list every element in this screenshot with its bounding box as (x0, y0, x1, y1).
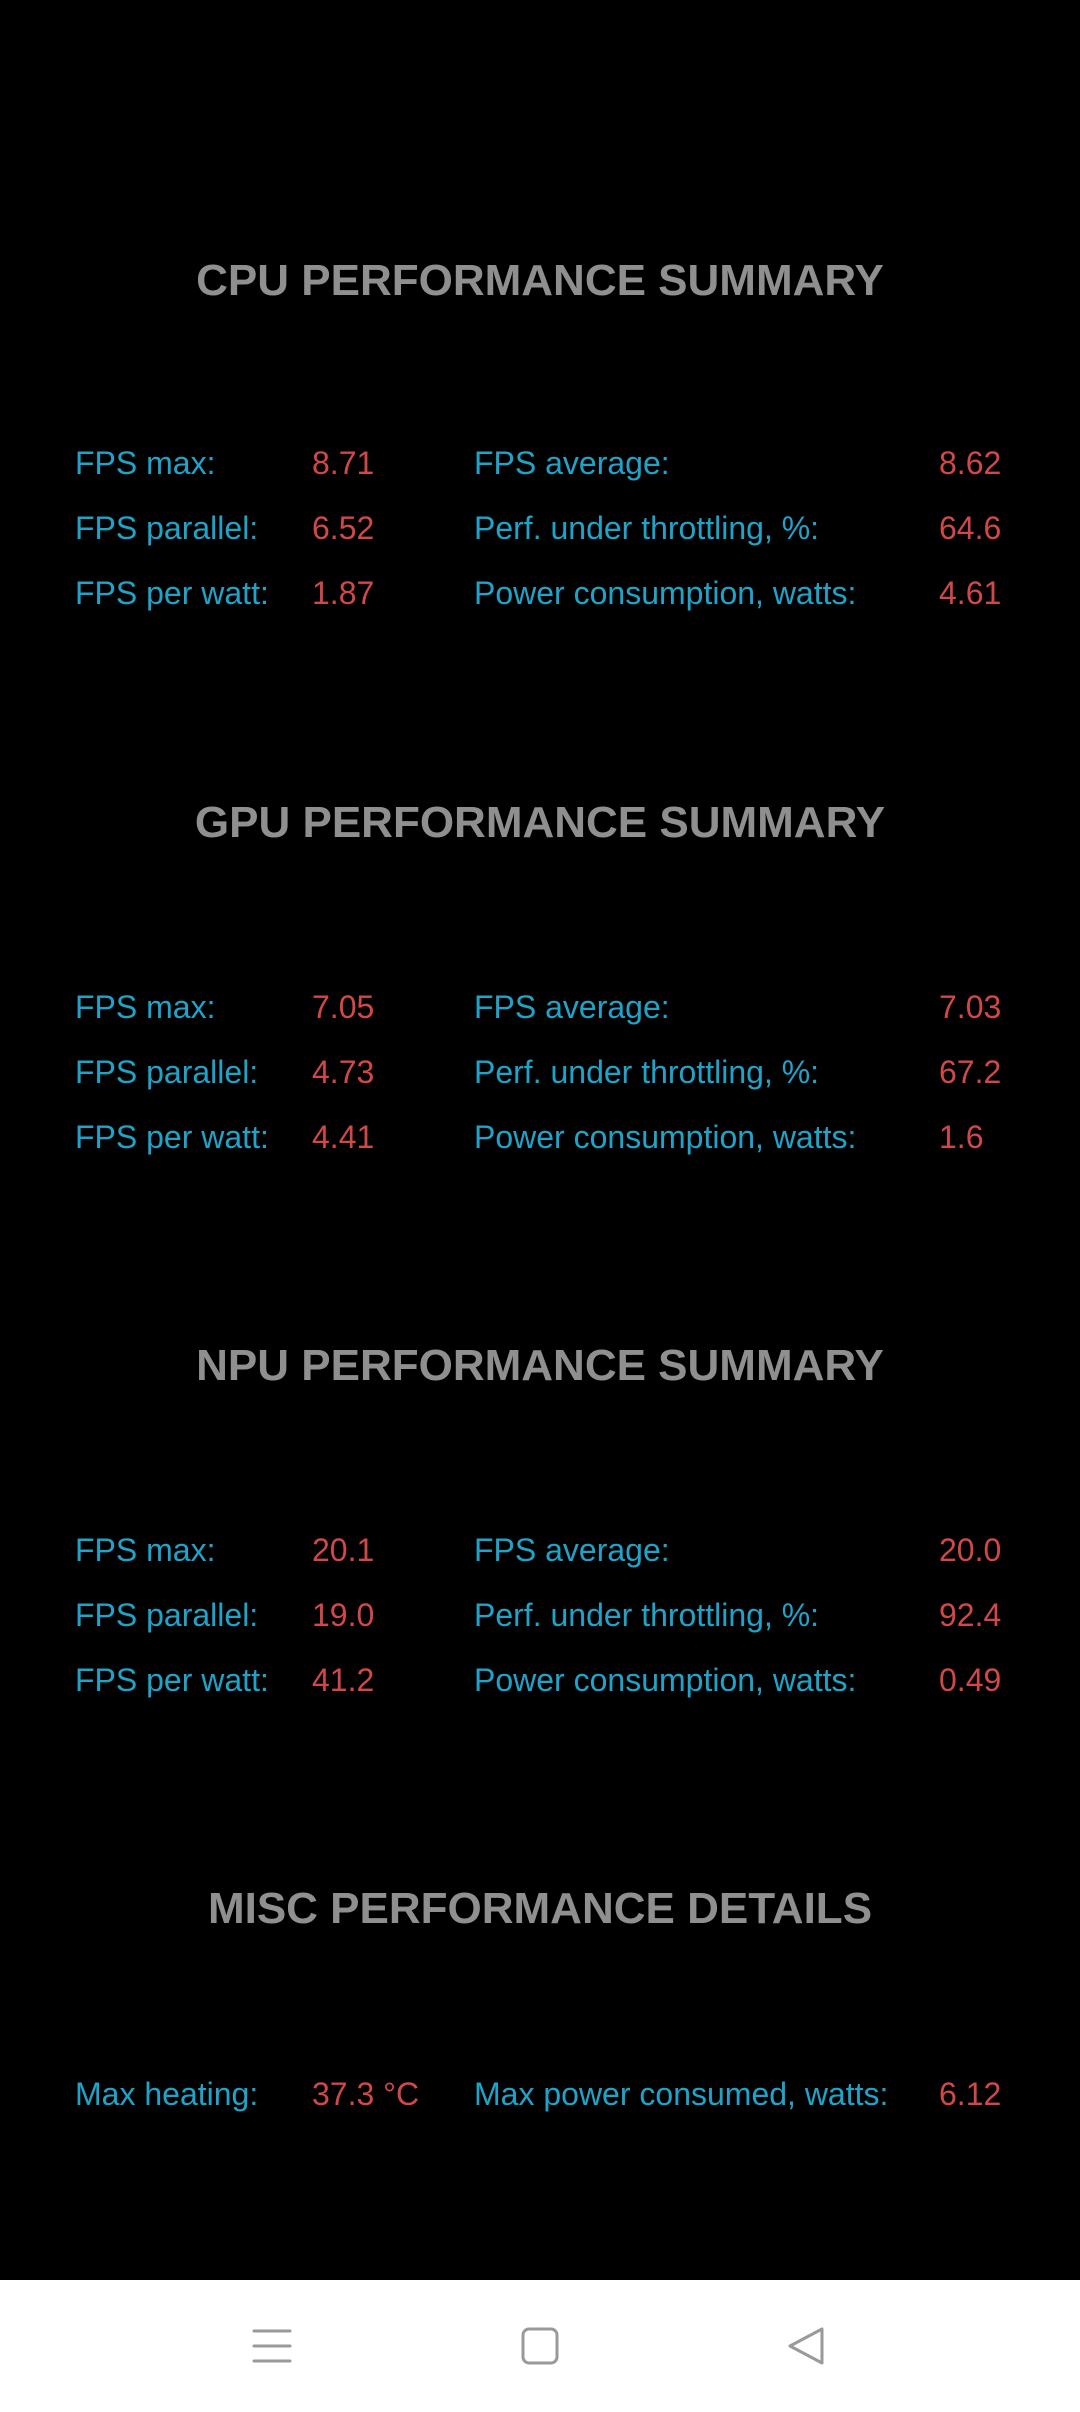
gpu-row-fps-parallel: FPS parallel: 4.73 Perf. under throttlin… (0, 1047, 1080, 1097)
npu-row-fps-parallel: FPS parallel: 19.0 Perf. under throttlin… (0, 1590, 1080, 1640)
npu-row-fps-per-watt: FPS per watt: 41.2 Power consumption, wa… (0, 1655, 1080, 1705)
stat-value: 8.62 (939, 445, 1002, 481)
gpu-row-fps-per-watt: FPS per watt: 4.41 Power consumption, wa… (0, 1112, 1080, 1162)
stat-value: 4.73 (312, 1054, 375, 1090)
stat-label: Max power consumed, watts: (474, 2076, 889, 2112)
back-button[interactable] (764, 2304, 848, 2388)
stat-label: FPS max: (75, 1532, 216, 1568)
stat-label: FPS average: (474, 445, 670, 481)
gpu-section-title: GPU PERFORMANCE SUMMARY (194, 798, 886, 847)
misc-section-title: MISC PERFORMANCE DETAILS (207, 1884, 873, 1933)
recents-menu-button[interactable] (230, 2304, 314, 2388)
cpu-section-title: CPU PERFORMANCE SUMMARY (196, 256, 884, 305)
stat-value: 92.4 (939, 1597, 1002, 1633)
stat-label: Perf. under throttling, %: (474, 1597, 820, 1633)
stat-value: 4.61 (939, 575, 1002, 611)
stat-value: 20.1 (312, 1532, 375, 1568)
stat-label: FPS per watt: (75, 575, 269, 611)
cpu-row-fps-parallel: FPS parallel: 6.52 Perf. under throttlin… (0, 503, 1080, 553)
stat-value: 7.05 (312, 989, 375, 1025)
stat-label: Perf. under throttling, %: (474, 510, 820, 546)
stat-value: 1.87 (312, 575, 375, 611)
stat-label: Perf. under throttling, %: (474, 1054, 820, 1090)
navigation-bar (0, 2280, 1080, 2412)
stat-label: FPS max: (75, 989, 216, 1025)
stat-label: Power consumption, watts: (474, 575, 857, 611)
stat-label: Power consumption, watts: (474, 1119, 857, 1155)
stat-label: FPS per watt: (75, 1119, 269, 1155)
misc-row-heating: Max heating: 37.3 °C Max power consumed,… (0, 2069, 1080, 2119)
stat-value: 37.3 °C (312, 2076, 420, 2112)
npu-row-fps-max: FPS max: 20.1 FPS average: 20.0 (0, 1525, 1080, 1575)
back-triangle-icon (788, 2327, 824, 2365)
stat-label: FPS per watt: (75, 1662, 269, 1698)
npu-section-title: NPU PERFORMANCE SUMMARY (196, 1341, 884, 1390)
stat-value: 6.52 (312, 510, 375, 546)
stat-value: 20.0 (939, 1532, 1002, 1568)
stat-value: 19.0 (312, 1597, 375, 1633)
home-square-icon (521, 2327, 559, 2365)
stat-label: FPS parallel: (75, 1054, 259, 1090)
stat-label: FPS average: (474, 989, 670, 1025)
stat-label: Power consumption, watts: (474, 1662, 857, 1698)
stat-label: FPS parallel: (75, 1597, 259, 1633)
stat-label: FPS max: (75, 445, 216, 481)
stat-value: 41.2 (312, 1662, 375, 1698)
stat-value: 8.71 (312, 445, 375, 481)
stat-value: 6.12 (939, 2076, 1002, 2112)
gpu-row-fps-max: FPS max: 7.05 FPS average: 7.03 (0, 982, 1080, 1032)
stat-value: 67.2 (939, 1054, 1002, 1090)
cpu-row-fps-per-watt: FPS per watt: 1.87 Power consumption, wa… (0, 568, 1080, 618)
stat-value: 4.41 (312, 1119, 375, 1155)
stat-label: FPS parallel: (75, 510, 259, 546)
cpu-row-fps-max: FPS max: 8.71 FPS average: 8.62 (0, 438, 1080, 488)
stat-value: 7.03 (939, 989, 1002, 1025)
home-button[interactable] (498, 2304, 582, 2388)
menu-icon (252, 2329, 292, 2363)
stat-value: 64.6 (939, 510, 1002, 546)
stat-label: Max heating: (75, 2076, 259, 2112)
stat-value: 0.49 (939, 1662, 1002, 1698)
stat-value: 1.6 (939, 1119, 984, 1155)
stat-label: FPS average: (474, 1532, 670, 1568)
